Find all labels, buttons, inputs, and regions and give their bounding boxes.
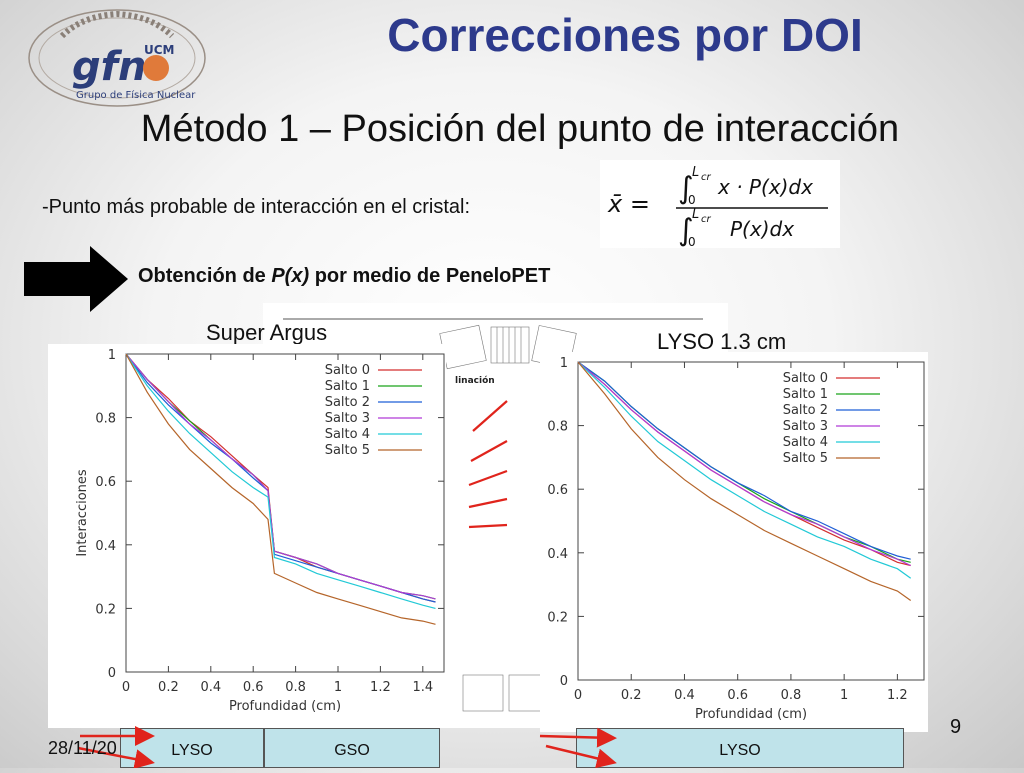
crystal-label-gso: GSO xyxy=(264,728,440,768)
series-line-0 xyxy=(577,361,911,567)
crystal-label-lyso-right: LYSO xyxy=(576,728,904,768)
x-tick-label: 1.2 xyxy=(370,680,391,695)
x-tick-label: 0 xyxy=(122,680,130,695)
right-arrow-icon xyxy=(24,246,128,312)
y-tick-label: 0.2 xyxy=(95,602,116,617)
legend-label-0: Salto 0 xyxy=(325,363,370,378)
x-axis-label: Profundidad (cm) xyxy=(695,707,807,722)
formula-den-lower: 0 xyxy=(688,235,696,248)
y-axis-label: Interacciones xyxy=(540,477,542,565)
legend-label-4: Salto 4 xyxy=(783,435,828,450)
figure-red-rays xyxy=(468,400,508,529)
series-line-0 xyxy=(125,353,436,603)
detector-blocks xyxy=(439,324,577,712)
x-tick-label: 1.2 xyxy=(887,688,908,703)
formula-num-upper-sub: cr xyxy=(701,172,711,183)
x-tick-label: 0.4 xyxy=(674,688,695,703)
label-lyso: LYSO 1.3 cm xyxy=(657,329,787,354)
formula-lhs: x̄ = xyxy=(607,190,650,218)
y-axis-label: Interacciones xyxy=(75,469,90,557)
plot-frame xyxy=(125,353,445,673)
x-axis-label: Profundidad (cm) xyxy=(229,699,341,714)
series-line-5 xyxy=(125,353,436,625)
y-tick-label: 0 xyxy=(108,666,116,681)
y-tick-label: 0.4 xyxy=(95,539,116,554)
legend-label-2: Salto 2 xyxy=(783,403,828,418)
chart-super-argus: 0 0.2 0.4 0.6 0.8 1 0 0.2 0.4 0.6 0.8 1 1.2 1.4 Profun… xyxy=(48,344,446,728)
formula-den-upper: L xyxy=(692,207,699,222)
method-text: Obtención de P(x) por medio de PeneloPET xyxy=(138,265,550,288)
x-tick-label: 0 xyxy=(574,688,582,703)
legend-label-0: Salto 0 xyxy=(783,371,828,386)
label-super-argus: Super Argus xyxy=(206,320,328,345)
crystal-label-lyso-left: LYSO xyxy=(120,728,264,768)
series-line-4 xyxy=(577,361,912,579)
chart-super-argus-svg: 0 0.2 0.4 0.6 0.8 1 0 0.2 0.4 0.6 0.8 1 1.2 1.4 Profun… xyxy=(75,348,445,714)
series-line-3 xyxy=(577,361,911,567)
series-line-4 xyxy=(125,353,436,609)
y-tick-label: 0.6 xyxy=(547,483,568,498)
logo-brand: gfn xyxy=(72,44,147,90)
y-tick-label: 1 xyxy=(108,348,116,363)
legend-label-1: Salto 1 xyxy=(783,387,828,402)
integral-sign-bottom: ∫ xyxy=(678,213,694,248)
series-line-2 xyxy=(577,361,911,560)
series-line-3 xyxy=(125,353,436,600)
method-variable: P(x) xyxy=(271,265,310,287)
method-suffix: por medio de PeneloPET xyxy=(309,265,551,287)
method-prefix: Obtención de xyxy=(138,265,272,287)
slide-title: Correcciones por DOI xyxy=(387,9,863,61)
series-line-5 xyxy=(577,361,912,601)
formula-den-upper-sub: cr xyxy=(701,214,711,225)
logo-seal xyxy=(28,9,206,107)
x-tick-label: 0.6 xyxy=(243,680,264,695)
legend-label-5: Salto 5 xyxy=(325,443,370,458)
formula-image: x̄ = ∫ L cr 0 x · P(x)dx ∫ L cr 0 P(x)dx xyxy=(600,160,840,248)
chart-lyso: 0 0.2 0.4 0.6 0.8 1 0 0.2 0.4 0.6 0.8 1 1.2 Profundid… xyxy=(527,352,928,732)
y-tick-label: 0.8 xyxy=(547,420,568,435)
plot-frame xyxy=(577,361,925,681)
y-tick-label: 0.6 xyxy=(95,475,116,490)
integral-sign-top: ∫ xyxy=(678,171,694,206)
series-line-1 xyxy=(577,361,911,563)
legend-label-4: Salto 4 xyxy=(325,427,370,442)
formula-den-body: P(x)dx xyxy=(730,217,794,241)
slide-subtitle: Método 1 – Posición del punto de interac… xyxy=(140,108,900,150)
bullet-text: -Punto más probable de interacción en el… xyxy=(42,196,471,218)
formula-num-upper: L xyxy=(692,165,699,180)
legend-label-3: Salto 3 xyxy=(325,411,370,426)
series-line-2 xyxy=(125,353,436,603)
x-tick-label: 0.6 xyxy=(727,688,748,703)
legend-label-3: Salto 3 xyxy=(783,419,828,434)
gfn-ucm-logo: gfn UCM Grupo de Física Nuclear xyxy=(28,9,206,107)
page-number: 9 xyxy=(950,716,962,738)
x-tick-label: 0.8 xyxy=(285,680,306,695)
logo-dot xyxy=(143,55,169,81)
formula-num-lower: 0 xyxy=(688,193,696,207)
logo-caption: Grupo de Física Nuclear xyxy=(76,89,196,101)
y-tick-label: 0.2 xyxy=(547,610,568,625)
x-tick-label: 1.4 xyxy=(412,680,433,695)
x-tick-label: 1 xyxy=(334,680,342,695)
x-tick-label: 0.2 xyxy=(621,688,642,703)
x-tick-label: 0.2 xyxy=(158,680,179,695)
y-tick-label: 0.8 xyxy=(95,412,116,427)
legend-label-2: Salto 2 xyxy=(325,395,370,410)
x-tick-label: 1 xyxy=(840,688,848,703)
logo-ucm: UCM xyxy=(144,43,175,57)
chart-lyso-svg: 0 0.2 0.4 0.6 0.8 1 0 0.2 0.4 0.6 0.8 1 1.2 Profundid… xyxy=(527,356,925,722)
formula-num-body: x · P(x)dx xyxy=(717,175,813,199)
y-tick-label: 0.4 xyxy=(547,547,568,562)
slide-date: 28/11/20 xyxy=(48,738,117,758)
x-tick-label: 0.8 xyxy=(781,688,802,703)
series-line-1 xyxy=(125,353,436,600)
legend-label-1: Salto 1 xyxy=(325,379,370,394)
y-tick-label: 0 xyxy=(560,674,568,689)
legend-label-5: Salto 5 xyxy=(783,451,828,466)
x-tick-label: 0.4 xyxy=(200,680,221,695)
y-tick-label: 1 xyxy=(560,356,568,371)
figure-fragment-label: linación xyxy=(455,375,495,386)
